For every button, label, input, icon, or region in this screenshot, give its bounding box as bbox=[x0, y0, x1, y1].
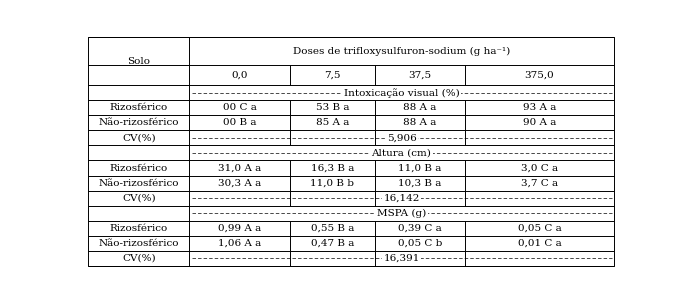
Text: Intoxicação visual (%): Intoxicação visual (%) bbox=[344, 88, 460, 98]
Text: 16,391: 16,391 bbox=[384, 254, 420, 263]
Text: 0,05 C b: 0,05 C b bbox=[398, 239, 443, 248]
Text: 16,3 B a: 16,3 B a bbox=[311, 164, 354, 172]
Text: 88 A a: 88 A a bbox=[403, 103, 437, 112]
Text: 0,0: 0,0 bbox=[232, 71, 248, 80]
Text: 0,47 B a: 0,47 B a bbox=[311, 239, 354, 248]
Text: 0,99 A a: 0,99 A a bbox=[218, 224, 261, 233]
Text: 0,01 C a: 0,01 C a bbox=[518, 239, 562, 248]
Text: 93 A a: 93 A a bbox=[523, 103, 556, 112]
Text: 30,3 A a: 30,3 A a bbox=[218, 178, 261, 188]
Text: Não-rizosférico: Não-rizosférico bbox=[99, 239, 179, 248]
Text: 0,05 C a: 0,05 C a bbox=[518, 224, 562, 233]
Text: 11,0 B b: 11,0 B b bbox=[310, 178, 354, 188]
Text: 90 A a: 90 A a bbox=[523, 118, 556, 127]
Text: 37,5: 37,5 bbox=[408, 71, 432, 80]
Text: 0,39 C a: 0,39 C a bbox=[398, 224, 442, 233]
Text: CV(%): CV(%) bbox=[122, 254, 155, 263]
Text: Não-rizosférico: Não-rizosférico bbox=[99, 178, 179, 188]
Text: Solo: Solo bbox=[127, 57, 150, 66]
Text: 00 C a: 00 C a bbox=[223, 103, 256, 112]
Text: MSPA (g): MSPA (g) bbox=[377, 208, 426, 218]
Text: 0,55 B a: 0,55 B a bbox=[311, 224, 354, 233]
Text: 1,06 A a: 1,06 A a bbox=[218, 239, 261, 248]
Text: 10,3 B a: 10,3 B a bbox=[399, 178, 442, 188]
Text: 31,0 A a: 31,0 A a bbox=[218, 164, 261, 172]
Text: 3,7 C a: 3,7 C a bbox=[521, 178, 558, 188]
Text: 16,142: 16,142 bbox=[384, 194, 420, 202]
Text: 11,0 B a: 11,0 B a bbox=[399, 164, 442, 172]
Text: 5,906: 5,906 bbox=[386, 134, 416, 142]
Text: 00 B a: 00 B a bbox=[223, 118, 256, 127]
Text: 88 A a: 88 A a bbox=[403, 118, 437, 127]
Text: Doses de trifloxysulfuron-sodium (g ha⁻¹): Doses de trifloxysulfuron-sodium (g ha⁻¹… bbox=[293, 47, 510, 56]
Text: 7,5: 7,5 bbox=[324, 71, 340, 80]
Text: Rizosférico: Rizosférico bbox=[110, 103, 168, 112]
Text: Rizosférico: Rizosférico bbox=[110, 224, 168, 233]
Text: 3,0 C a: 3,0 C a bbox=[521, 164, 558, 172]
Text: Altura (cm): Altura (cm) bbox=[371, 148, 432, 158]
Text: Rizosférico: Rizosférico bbox=[110, 164, 168, 172]
Text: Não-rizosférico: Não-rizosférico bbox=[99, 118, 179, 127]
Text: CV(%): CV(%) bbox=[122, 134, 155, 142]
Text: 53 B a: 53 B a bbox=[316, 103, 349, 112]
Text: 375,0: 375,0 bbox=[525, 71, 554, 80]
Text: CV(%): CV(%) bbox=[122, 194, 155, 202]
Text: 85 A a: 85 A a bbox=[316, 118, 349, 127]
